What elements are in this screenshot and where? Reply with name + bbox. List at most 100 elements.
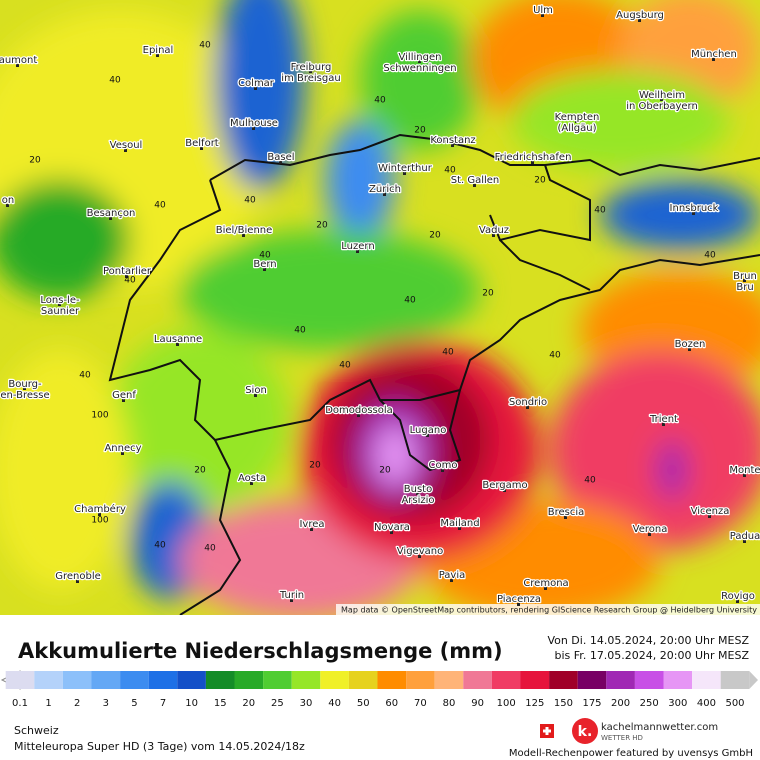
colorbar-swatch bbox=[577, 671, 607, 689]
colorbar-swatch bbox=[291, 671, 321, 689]
city-marker bbox=[122, 399, 125, 402]
brand-letter: k. bbox=[578, 724, 593, 740]
city-label: Schwenningen bbox=[383, 63, 456, 74]
city-label: Besançon bbox=[87, 208, 136, 219]
colorbar-label: 200 bbox=[611, 698, 630, 709]
city-label: Vigevano bbox=[397, 546, 443, 557]
city-label: Mulhouse bbox=[230, 118, 278, 129]
city-marker bbox=[708, 515, 711, 518]
colorbar-label: 125 bbox=[525, 698, 544, 709]
contour-label: 20 bbox=[194, 466, 206, 476]
city-marker bbox=[458, 527, 461, 530]
brand-logo bbox=[572, 718, 598, 744]
city-label: Augsburg bbox=[616, 10, 664, 21]
city-label: Genf bbox=[112, 390, 136, 401]
city-marker bbox=[252, 127, 255, 130]
contour-label: 40 bbox=[404, 296, 416, 306]
city-label: Bergamo bbox=[482, 480, 527, 491]
city-label: Trient bbox=[649, 414, 678, 425]
city-marker bbox=[109, 217, 112, 220]
city-label: Grenoble bbox=[55, 571, 101, 582]
city-marker bbox=[450, 579, 453, 582]
swiss-cross bbox=[543, 727, 551, 735]
city-marker bbox=[426, 434, 429, 437]
city-marker bbox=[712, 58, 715, 61]
city-marker bbox=[418, 60, 421, 63]
colorbar-swatch bbox=[177, 671, 206, 689]
city-label: Padua bbox=[730, 531, 760, 542]
city-label: Belfort bbox=[185, 138, 219, 149]
colorbar-swatch bbox=[348, 671, 378, 689]
city-label: Vicenza bbox=[691, 506, 730, 517]
city-label: Vaduz bbox=[479, 225, 509, 236]
city-label: Ulm bbox=[533, 5, 553, 16]
city-label: Domodossola bbox=[325, 405, 393, 416]
colorbar-swatch bbox=[234, 671, 264, 689]
city-label: im Breisgau bbox=[281, 73, 340, 84]
city-label: Bru bbox=[736, 282, 753, 293]
city-label: Lugano bbox=[410, 425, 447, 436]
city-marker bbox=[6, 204, 9, 207]
city-marker bbox=[743, 279, 746, 282]
city-label: Winterthur bbox=[378, 163, 433, 174]
colorbar-label: 100 bbox=[497, 698, 516, 709]
city-label: Chambéry bbox=[74, 503, 126, 515]
colorbar-label: 80 bbox=[443, 698, 456, 709]
city-marker bbox=[660, 98, 663, 101]
colorbar-swatch bbox=[720, 671, 750, 689]
city-marker bbox=[310, 528, 313, 531]
city-marker bbox=[263, 268, 266, 271]
city-marker bbox=[441, 469, 444, 472]
city-marker bbox=[250, 482, 253, 485]
city-label: Monte bbox=[729, 465, 760, 476]
city-label: Bourg- bbox=[8, 379, 42, 390]
contour-label: 40 bbox=[704, 251, 716, 261]
colorbar-label: 175 bbox=[582, 698, 601, 709]
colorbar-label: 25 bbox=[271, 698, 284, 709]
city-marker bbox=[648, 533, 651, 536]
city-marker bbox=[254, 87, 257, 90]
city-marker bbox=[503, 489, 506, 492]
city-label: Sondrio bbox=[509, 397, 547, 408]
contour-label: 40 bbox=[204, 544, 216, 554]
city-label: Konstanz bbox=[430, 135, 475, 146]
contour-label: 20 bbox=[414, 126, 426, 136]
colorbar-label: 50 bbox=[357, 698, 370, 709]
period-from: Von Di. 14.05.2024, 20:00 Uhr MESZ bbox=[547, 634, 749, 647]
city-label: Innsbruck bbox=[670, 203, 719, 214]
colorbar-label: 300 bbox=[668, 698, 687, 709]
colorbar-label: 5 bbox=[131, 698, 137, 709]
model-info: Mitteleuropa Super HD (3 Tage) vom 14.05… bbox=[14, 740, 305, 753]
colorbar-swatch bbox=[692, 671, 721, 689]
contour-label: 20 bbox=[482, 289, 494, 299]
city-label: Aosta bbox=[238, 473, 266, 484]
precip-field bbox=[0, 0, 760, 615]
city-label: Ivrea bbox=[299, 519, 324, 530]
city-marker bbox=[98, 513, 101, 516]
contour-label: 40 bbox=[154, 201, 166, 211]
city-label: Sion bbox=[245, 385, 267, 396]
city-marker bbox=[383, 193, 386, 196]
city-marker bbox=[473, 184, 476, 187]
city-label: Freiburg bbox=[291, 62, 332, 73]
colorbar-swatch bbox=[320, 671, 349, 689]
city-label: Zürich bbox=[369, 184, 401, 195]
colorbar-label: 10 bbox=[185, 698, 198, 709]
city-label: en-Bresse bbox=[0, 390, 49, 401]
colorbar-label: 20 bbox=[242, 698, 255, 709]
city-marker bbox=[176, 343, 179, 346]
colorbar-swatch bbox=[663, 671, 693, 689]
city-label: aumont bbox=[0, 55, 37, 66]
city-label: Weilheim bbox=[639, 90, 685, 101]
city-marker bbox=[23, 387, 26, 390]
city-marker bbox=[254, 394, 257, 397]
attribution: Map data © OpenStreetMap contributors, r… bbox=[341, 606, 757, 615]
colorbar-label: 30 bbox=[300, 698, 313, 709]
contour-label: 40 bbox=[339, 361, 351, 371]
city-label: Vesoul bbox=[110, 140, 143, 151]
city-marker bbox=[736, 600, 739, 603]
colorbar-label: 500 bbox=[725, 698, 744, 709]
contour-label: 100 bbox=[91, 411, 108, 421]
city-marker bbox=[638, 19, 641, 22]
